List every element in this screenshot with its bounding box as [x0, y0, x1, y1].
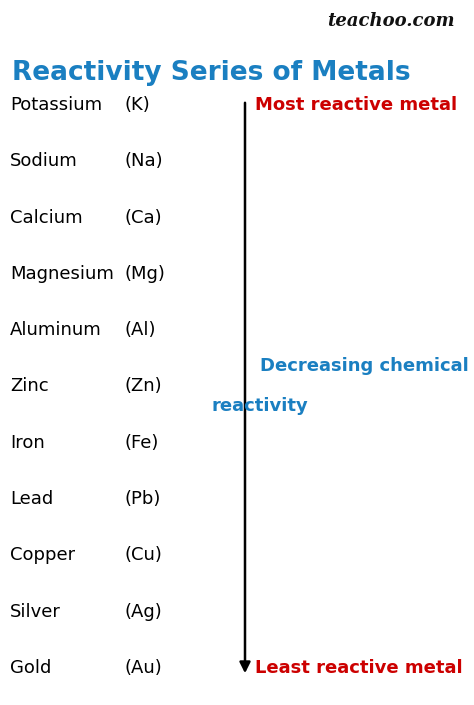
Text: Iron: Iron [10, 434, 45, 452]
Text: Gold: Gold [10, 659, 51, 677]
Text: Aluminum: Aluminum [10, 321, 102, 339]
Text: (Mg): (Mg) [125, 265, 166, 283]
Text: (K): (K) [125, 96, 151, 114]
Text: Silver: Silver [10, 603, 61, 620]
Text: Calcium: Calcium [10, 209, 82, 226]
Text: teachoo.com: teachoo.com [328, 12, 455, 30]
Text: (Pb): (Pb) [125, 490, 161, 508]
Text: Copper: Copper [10, 546, 75, 565]
Text: (Ag): (Ag) [125, 603, 163, 620]
Text: Most reactive metal: Most reactive metal [255, 96, 457, 114]
Text: Sodium: Sodium [10, 152, 78, 171]
Text: Reactivity Series of Metals: Reactivity Series of Metals [12, 60, 410, 86]
Text: (Cu): (Cu) [125, 546, 163, 565]
Text: (Na): (Na) [125, 152, 164, 171]
Text: (Al): (Al) [125, 321, 156, 339]
Text: Zinc: Zinc [10, 377, 49, 396]
Text: reactivity: reactivity [211, 398, 309, 415]
Text: Least reactive metal: Least reactive metal [255, 659, 463, 677]
Text: Decreasing chemical: Decreasing chemical [260, 357, 469, 376]
Text: Lead: Lead [10, 490, 53, 508]
Text: Potassium: Potassium [10, 96, 102, 114]
Text: (Fe): (Fe) [125, 434, 159, 452]
Text: (Ca): (Ca) [125, 209, 163, 226]
Text: (Au): (Au) [125, 659, 163, 677]
Text: (Zn): (Zn) [125, 377, 163, 396]
Text: Magnesium: Magnesium [10, 265, 114, 283]
